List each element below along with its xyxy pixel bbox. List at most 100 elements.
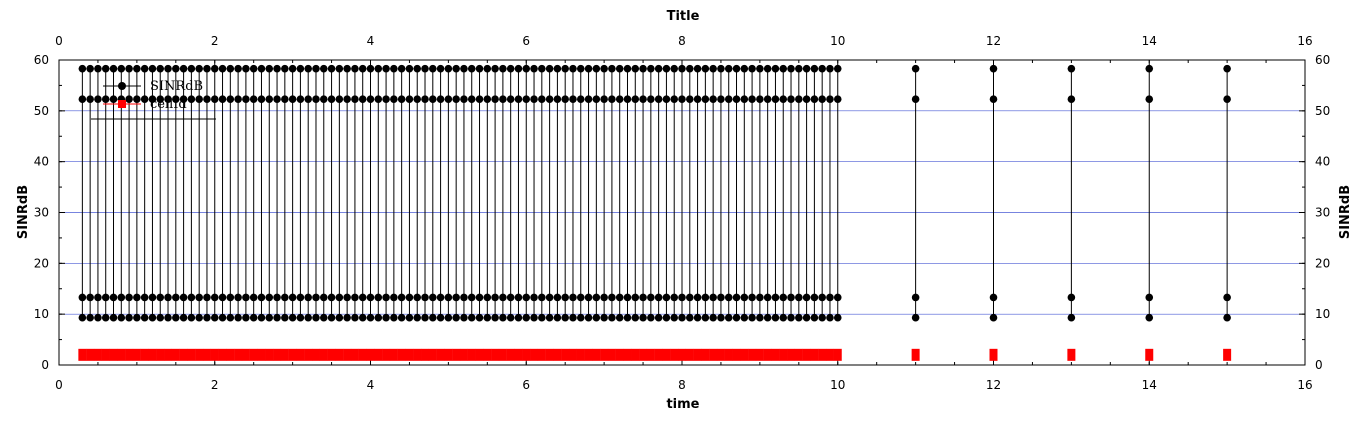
sinrdb-point [452, 313, 460, 322]
sinrdb-point [94, 313, 102, 322]
cellid-point [693, 348, 702, 361]
sinrdb-point [787, 95, 795, 103]
sinrdb-point [125, 64, 133, 73]
sinrdb-point [413, 313, 422, 322]
sinrdb-point [281, 293, 289, 302]
sinrdb-point [429, 95, 437, 103]
sinrdb-point [530, 64, 538, 73]
sinrdb-point [117, 64, 126, 73]
sinrdb-point [1145, 313, 1154, 322]
sinrdb-point [467, 95, 476, 103]
sinrdb-point [592, 293, 601, 302]
y-tick-label-right: 40 [1315, 155, 1330, 169]
sinrdb-point [218, 64, 227, 73]
sinrdb-point [763, 95, 772, 103]
sinrdb-point [756, 293, 764, 302]
sinrdb-point [366, 293, 375, 302]
sinrdb-point [140, 313, 149, 322]
y-tick-label-left: 50 [34, 104, 49, 118]
sinrdb-point [701, 64, 710, 73]
sinrdb-point [631, 313, 640, 322]
sinrdb-point [639, 64, 647, 73]
sinrdb-point [670, 64, 679, 73]
sinrdb-point [133, 313, 141, 322]
sinrdb-point [109, 95, 118, 103]
sinrdb-point [117, 293, 126, 302]
sinrdb-point [312, 95, 320, 103]
sinrdb-point [343, 293, 351, 302]
cellid-point [171, 348, 180, 361]
sinrdb-point [234, 293, 242, 302]
cellid-point [218, 348, 227, 361]
sinrdb-point [382, 95, 390, 103]
sinrdb-point [109, 313, 118, 322]
sinrdb-point [218, 95, 227, 103]
sinrdb-point [343, 64, 351, 73]
cellid-point [86, 348, 95, 361]
cellid-point [561, 348, 570, 361]
sinrdb-point [732, 313, 741, 322]
sinrdb-point [452, 64, 460, 73]
sinrdb-point [779, 64, 788, 73]
sinrdb-point [288, 64, 297, 73]
sinrdb-point [218, 313, 227, 322]
sinrdb-point [600, 313, 608, 322]
sinrdb-point [615, 313, 624, 322]
sinrdb-point [335, 95, 344, 103]
sinrdb-point [693, 64, 702, 73]
cellid-point [724, 348, 733, 361]
sinrdb-point [639, 313, 647, 322]
cellid-point [117, 348, 126, 361]
sinrdb-point [203, 95, 211, 103]
sinrdb-point [304, 293, 313, 302]
sinrdb-point [911, 313, 920, 322]
sinrdb-point [148, 293, 157, 302]
x-tick-label-bottom: 6 [522, 378, 530, 392]
sinrdb-point [203, 313, 211, 322]
sinrdb-point [444, 95, 453, 103]
sinrdb-point [709, 95, 717, 103]
sinrdb-point [499, 64, 507, 73]
sinrdb-point [693, 293, 702, 302]
sinrdb-point [78, 293, 87, 302]
cellid-point [1145, 348, 1154, 361]
sinrdb-point [374, 313, 383, 322]
sinrdb-point [989, 293, 998, 302]
sinrdb-point [179, 95, 188, 103]
sinrdb-point [810, 64, 819, 73]
sinrdb-point [717, 313, 725, 322]
cellid-point [530, 348, 539, 361]
sinrdb-point [678, 313, 686, 322]
sinrdb-point [802, 95, 811, 103]
sinrdb-point [600, 293, 608, 302]
sinrdb-point [179, 313, 188, 322]
sinrdb-point [584, 313, 593, 322]
x-tick-label-bottom: 10 [830, 378, 845, 392]
series-sinrdb [78, 64, 1231, 322]
cellid-point [989, 348, 998, 361]
legend-cellid-marker [118, 100, 126, 108]
sinrdb-point [382, 64, 390, 73]
cellid-point [911, 348, 920, 361]
sinrdb-point [125, 293, 133, 302]
sinrdb-point [615, 64, 624, 73]
sinrdb-point [358, 313, 367, 322]
sinrdb-point [662, 64, 671, 73]
cellid-point [202, 348, 211, 361]
cellid-point [382, 348, 391, 361]
sinrdb-point [631, 293, 640, 302]
sinrdb-point [413, 95, 422, 103]
cellid-point [125, 348, 134, 361]
cellid-point [413, 348, 422, 361]
cellid-point [467, 348, 476, 361]
sinrdb-point [506, 95, 515, 103]
y-tick-label-left: 30 [34, 206, 49, 220]
sinrdb-point [312, 293, 320, 302]
cellid-point [101, 348, 110, 361]
sinrdb-point [234, 64, 242, 73]
sinrdb-point [748, 64, 756, 73]
sinrdb-point [140, 95, 149, 103]
sinrdb-point [787, 293, 795, 302]
sinrdb-point [545, 95, 554, 103]
sinrdb-point [226, 293, 235, 302]
